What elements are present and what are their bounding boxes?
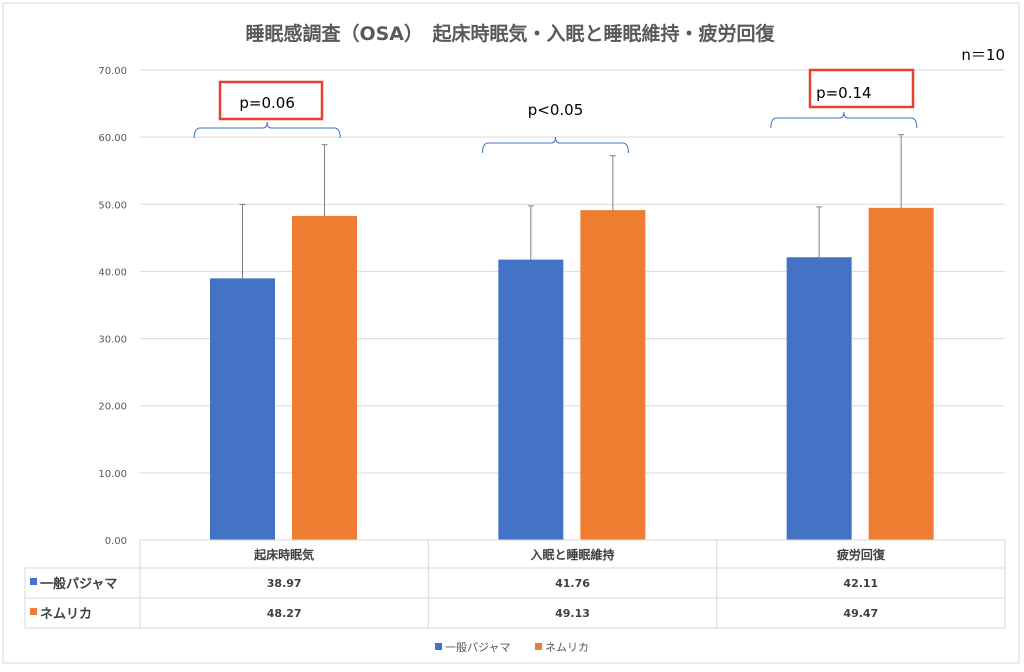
series-label: 一般パジャマ: [40, 576, 117, 592]
table-value: 49.47: [843, 607, 878, 620]
y-tick-label: 60.00: [98, 133, 127, 144]
significance-bracket: [770, 111, 918, 129]
p-value-label: p=0.14: [816, 84, 872, 102]
legend-swatch: [435, 643, 442, 650]
bar-regular: [786, 257, 852, 540]
y-tick-label: 30.00: [98, 335, 127, 346]
bar-regular: [210, 278, 275, 540]
table-value: 42.11: [843, 577, 878, 590]
category-label: 入眠と睡眠維持: [530, 547, 614, 562]
y-tick-label: 10.00: [98, 469, 127, 480]
category-label: 起床時眠気: [253, 547, 314, 562]
bar-nemurika: [868, 207, 934, 540]
chart-title: 睡眠感調査（OSA） 起床時眠気・入眠と睡眠維持・疲労回復: [245, 22, 775, 45]
bar-regular: [498, 259, 564, 540]
y-tick-label: 70.00: [98, 66, 127, 77]
y-tick-label: 40.00: [98, 267, 127, 278]
p-value-label: p<0.05: [528, 101, 584, 119]
bar-nemurika: [292, 215, 357, 540]
legend-key: [30, 608, 37, 615]
table-value: 41.76: [555, 577, 590, 590]
legend-label: 一般パジャマ: [445, 641, 510, 654]
p-value-label: p=0.06: [239, 94, 295, 112]
table-value: 48.27: [267, 607, 302, 620]
sample-size-note: n＝10: [961, 46, 1005, 64]
legend-key: [30, 578, 37, 585]
highlight-box: [808, 68, 915, 109]
y-tick-label: 0.00: [105, 536, 127, 547]
highlight-box: [218, 80, 324, 121]
significance-bracket: [482, 136, 629, 154]
category-label: 疲労回復: [837, 547, 886, 562]
legend-swatch: [535, 643, 542, 650]
table-value: 49.13: [555, 607, 590, 620]
series-label: ネムリカ: [40, 607, 92, 622]
significance-bracket: [193, 121, 341, 139]
bar-nemurika: [580, 210, 646, 540]
legend-label: ネムリカ: [545, 641, 589, 654]
table-value: 38.97: [267, 577, 302, 590]
y-tick-label: 50.00: [98, 200, 127, 211]
y-tick-label: 20.00: [98, 402, 127, 413]
